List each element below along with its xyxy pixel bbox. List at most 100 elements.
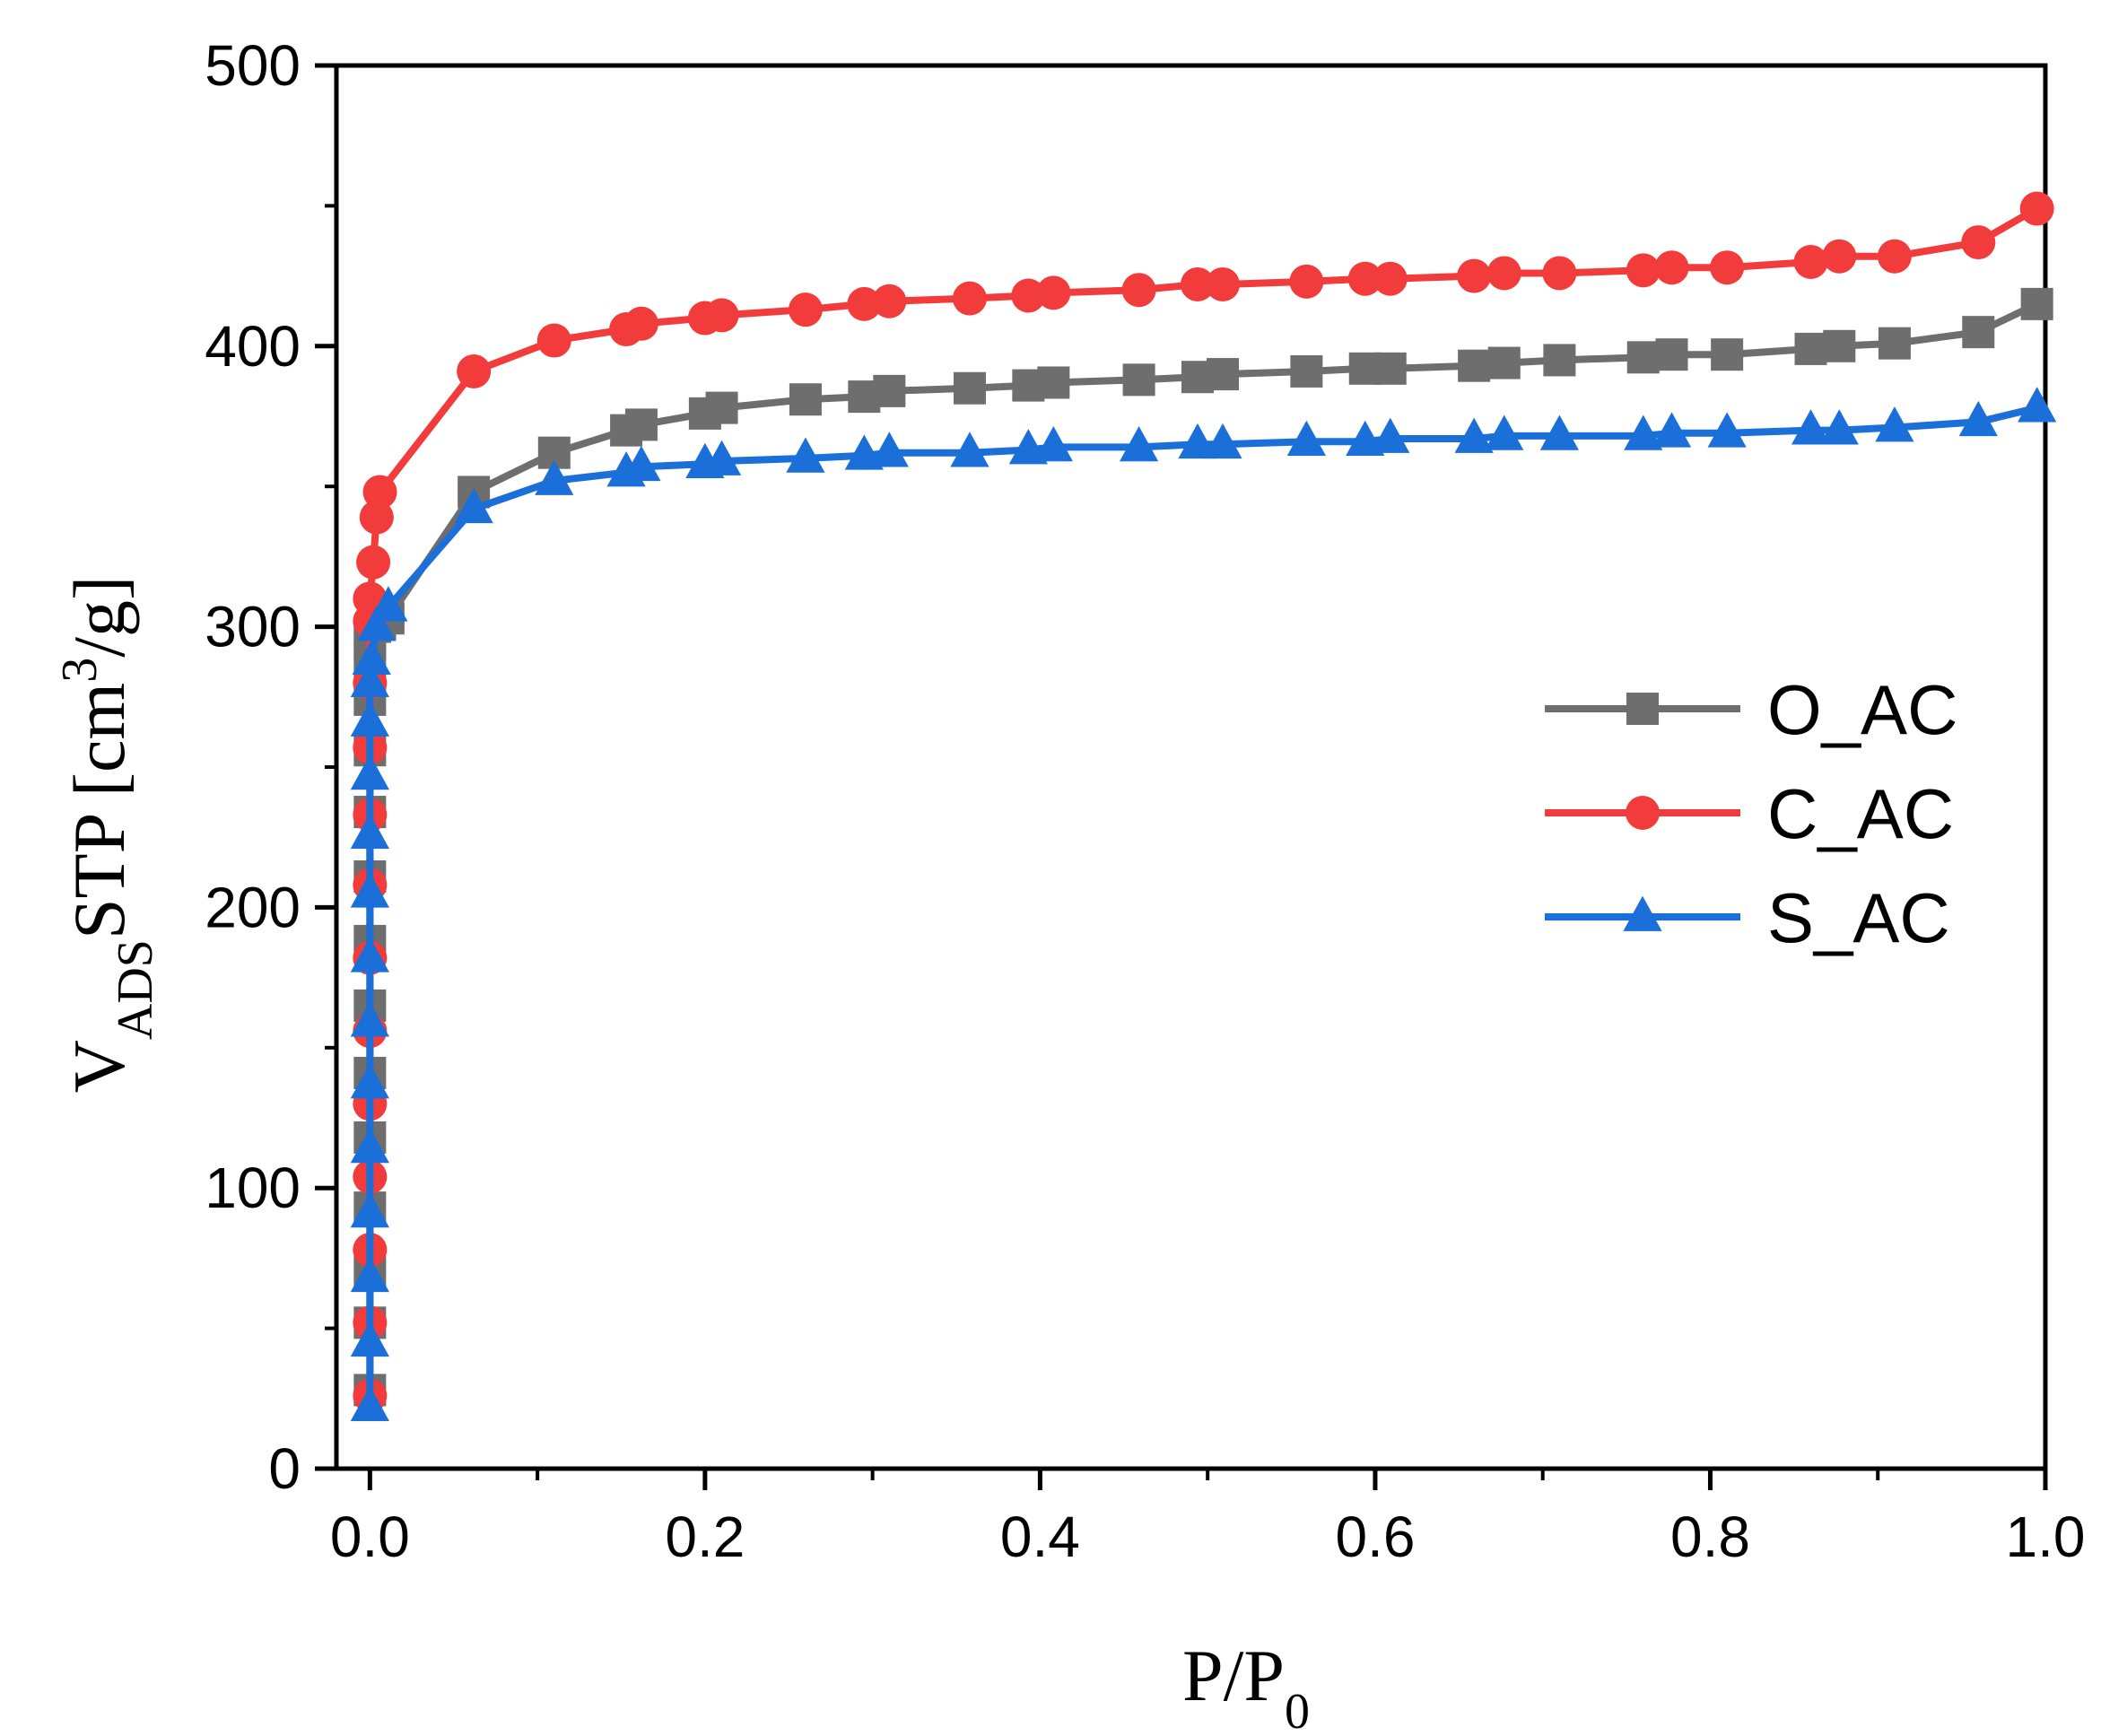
data-point xyxy=(1373,261,1408,296)
data-point xyxy=(1823,329,1856,362)
data-point xyxy=(953,371,986,405)
data-point xyxy=(873,374,906,407)
data-point xyxy=(1373,352,1407,385)
legend-marker xyxy=(1626,796,1660,830)
x-tick-label: 0.2 xyxy=(665,1505,745,1569)
data-point xyxy=(1486,256,1521,291)
data-point xyxy=(536,323,571,358)
data-point xyxy=(2019,191,2054,226)
data-point xyxy=(622,445,661,482)
data-point xyxy=(1487,346,1521,379)
data-point xyxy=(1654,250,1689,285)
data-point xyxy=(1710,250,1745,285)
data-point xyxy=(350,1127,389,1164)
legend: O_AC C_AC S_AC xyxy=(1545,670,1957,957)
data-point xyxy=(1033,425,1073,462)
data-point xyxy=(350,937,389,973)
data-point xyxy=(1543,344,1576,377)
data-point xyxy=(1120,425,1159,462)
data-point xyxy=(350,661,389,698)
legend-label: O_AC xyxy=(1767,670,1957,749)
data-point xyxy=(847,286,882,321)
data-point xyxy=(535,459,574,495)
data-point xyxy=(1819,409,1859,445)
y-tick-label: 200 xyxy=(205,875,301,939)
data-point xyxy=(1037,366,1070,399)
data-point xyxy=(1961,225,1996,260)
data-point xyxy=(1626,253,1661,288)
data-point xyxy=(1458,349,1491,382)
data-point xyxy=(454,487,493,524)
legend-item-s-ac: S_AC xyxy=(1545,878,1950,957)
data-point xyxy=(623,306,658,341)
data-point xyxy=(952,281,987,316)
data-point xyxy=(350,1321,389,1357)
data-point xyxy=(350,872,389,908)
legend-marker xyxy=(1623,895,1662,931)
data-point xyxy=(350,1063,389,1099)
y-tick-label: 100 xyxy=(205,1156,301,1220)
data-point xyxy=(1542,256,1577,291)
data-point xyxy=(2018,387,2057,423)
data-point xyxy=(1454,417,1494,453)
data-point xyxy=(1711,338,1744,371)
data-point xyxy=(789,383,822,416)
data-point xyxy=(1203,423,1242,459)
data-point xyxy=(1877,239,1912,274)
data-point xyxy=(1011,278,1046,313)
y-tick-label: 400 xyxy=(205,314,301,379)
data-point xyxy=(1962,316,1995,349)
data-point xyxy=(1205,266,1240,301)
data-point xyxy=(950,432,989,467)
y-tick-label: 0 xyxy=(268,1436,301,1501)
data-point xyxy=(369,586,408,622)
data-point xyxy=(1794,332,1827,365)
y-tick-label: 500 xyxy=(205,33,301,98)
data-point xyxy=(362,475,397,510)
data-point xyxy=(1707,412,1747,448)
data-point xyxy=(1036,275,1071,310)
data-point xyxy=(704,298,739,333)
data-point xyxy=(1624,414,1663,450)
data-point xyxy=(872,284,907,318)
data-point xyxy=(786,437,825,473)
legend-marker xyxy=(1626,693,1659,725)
data-point xyxy=(1178,423,1217,459)
data-point xyxy=(1286,420,1326,457)
data-point xyxy=(788,292,823,327)
x-tick-label: 0.8 xyxy=(1670,1505,1750,1569)
data-point xyxy=(1347,261,1382,296)
data-point xyxy=(350,1256,389,1293)
data-point xyxy=(1457,258,1492,293)
data-point xyxy=(1180,266,1215,301)
data-point xyxy=(1539,414,1579,450)
data-point xyxy=(350,1001,389,1037)
data-point xyxy=(1485,414,1524,450)
y-axis-title: VADSSTP [cm3/g] xyxy=(52,576,163,1094)
data-point xyxy=(1371,417,1410,453)
series-layer xyxy=(350,191,2057,1422)
data-point xyxy=(457,353,492,388)
data-point xyxy=(1121,273,1156,308)
data-point xyxy=(1822,239,1857,274)
data-point xyxy=(356,545,391,580)
data-point xyxy=(1289,264,1324,299)
data-point xyxy=(350,813,389,849)
data-point xyxy=(1290,354,1323,388)
data-point xyxy=(705,391,738,424)
x-tick-label: 0.0 xyxy=(330,1505,410,1569)
data-point xyxy=(1791,409,1831,445)
series-s-ac xyxy=(350,387,2057,1422)
x-tick-label: 0.6 xyxy=(1335,1505,1415,1569)
data-point xyxy=(350,701,389,737)
legend-item-o-ac: O_AC xyxy=(1545,670,1957,749)
data-point xyxy=(359,500,394,535)
data-point xyxy=(702,440,742,475)
data-point xyxy=(357,606,397,641)
data-point xyxy=(1655,338,1688,371)
data-point xyxy=(1878,327,1911,360)
data-point xyxy=(1206,358,1239,391)
data-point xyxy=(1875,406,1914,442)
data-point xyxy=(350,754,389,790)
